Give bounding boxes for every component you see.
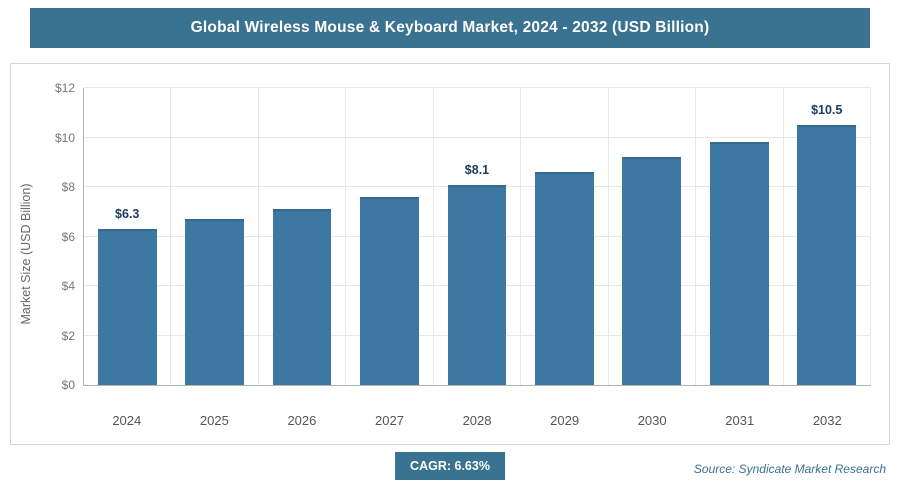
bar	[447, 184, 507, 385]
bar-value-label: $10.5	[811, 103, 843, 118]
x-tick-label: 2026	[287, 413, 317, 428]
bar-column	[696, 88, 784, 385]
bar-columns: $6.3 $8.1 $10.5	[84, 88, 871, 385]
bar-column	[346, 88, 434, 385]
y-tick-label: $6	[61, 229, 75, 244]
y-tick-label: $12	[54, 81, 75, 95]
bar	[535, 172, 594, 385]
bar-column	[171, 88, 259, 385]
bar-column: $6.3	[84, 88, 172, 385]
x-tick-label: 2027	[375, 413, 404, 428]
cagr-badge: CAGR: 6.63%	[395, 452, 505, 480]
bar-column	[259, 88, 347, 385]
x-axis-labels: 2024 2025 2026 2027 2028 2029 2030 2031 2032	[83, 413, 871, 428]
bar	[797, 125, 857, 385]
x-tick-label: 2032	[812, 413, 842, 428]
x-tick-label: 2028	[462, 413, 492, 428]
bar	[709, 142, 769, 385]
bar-column: $10.5	[784, 88, 871, 385]
y-tick-label: $8	[61, 180, 75, 194]
chart-title: Global Wireless Mouse & Keyboard Market,…	[190, 19, 710, 36]
x-tick-label: 2031	[725, 413, 755, 428]
bar	[97, 229, 157, 385]
plot-area: $0 $2 $4 $6 $8 $10 $12 $6.3 $8.1 $10.5	[55, 81, 871, 392]
gridline	[84, 87, 871, 88]
x-tick-label: 2030	[637, 413, 667, 428]
bar	[272, 209, 332, 385]
chart-title-banner: Global Wireless Mouse & Keyboard Market,…	[30, 8, 870, 48]
source-credit: Source: Syndicate Market Research	[693, 462, 886, 476]
x-tick-label: 2029	[550, 413, 580, 428]
x-tick-label: 2025	[199, 413, 229, 428]
x-tick-label: 2024	[112, 413, 142, 428]
y-tick-label: $0	[61, 378, 75, 392]
chart-panel: Market Size (USD Billion) $0 $2 $4 $6 $8 $10 $…	[10, 63, 890, 445]
y-tick-label: $10	[54, 130, 75, 145]
bar-column	[609, 88, 697, 385]
bar-column: $8.1	[434, 88, 522, 385]
bar-value-label: $8.1	[464, 162, 490, 177]
gridline	[84, 136, 871, 138]
y-axis-title: Market Size (USD Billion)	[19, 183, 33, 325]
y-tick-label: $2	[61, 328, 75, 343]
bar	[360, 196, 419, 385]
bar-value-label: $6.3	[115, 207, 140, 222]
bar-column	[521, 88, 609, 385]
y-tick-label: $4	[61, 279, 75, 293]
bar	[185, 219, 245, 385]
bar	[622, 157, 682, 385]
